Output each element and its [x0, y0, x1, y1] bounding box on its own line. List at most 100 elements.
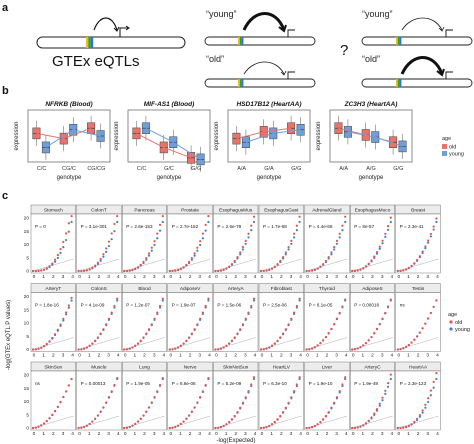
qq-point-old [281, 411, 285, 414]
qq-point-old [333, 322, 336, 326]
qq-point-old [344, 215, 347, 218]
qq-point-old [123, 348, 126, 351]
facet-pvalue: P = 2.6e-153 [126, 224, 153, 229]
qq-point-old [319, 265, 322, 268]
x-tick-label: 2 [98, 353, 101, 359]
facet-panel [304, 292, 350, 352]
genotype-tick: G/G [291, 166, 301, 172]
qq-point-old [168, 348, 171, 351]
qq-point-old [96, 414, 99, 417]
facet-panel [213, 292, 259, 352]
facet-panel [304, 370, 350, 431]
qq-point-young [432, 386, 435, 389]
qq-point-old [233, 336, 236, 339]
qq-point-old [389, 216, 392, 219]
qq-point-old [196, 323, 199, 326]
qq-point-young [193, 254, 196, 257]
reference-line [124, 258, 165, 272]
qq-point-young [158, 306, 162, 309]
snp-mark [88, 37, 91, 48]
panel-c-ylabel: -log(GTEx eQTL P values) [6, 300, 12, 370]
qq-point-old [316, 344, 319, 347]
qq-point-old [88, 344, 91, 347]
boxplot-ylabel: expression [14, 121, 20, 150]
qq-point-old [413, 262, 416, 265]
facet-pvalue: P = 2.6e-78 [217, 224, 241, 229]
qq-point-old [270, 423, 274, 426]
snp-mark [238, 79, 240, 87]
facet-title: Muscle [91, 364, 107, 370]
reference-line [169, 415, 211, 429]
x-tick-label: 4 [254, 353, 257, 359]
facet-title: EsophagusMus [219, 207, 253, 213]
qq-point-old [344, 376, 347, 379]
facet-pvalue: P = 0.00013 [81, 381, 106, 386]
qq-point-old [239, 328, 242, 331]
qq-point-old [161, 297, 164, 300]
x-tick-label: 2 [326, 274, 329, 280]
snp-mark [239, 37, 242, 45]
qq-point-young [59, 251, 62, 255]
facet-panel [121, 213, 167, 274]
qq-point-old [273, 265, 276, 268]
x-tick-label: 2 [52, 431, 55, 437]
qq-point-old [427, 317, 430, 320]
qq-point-old [48, 417, 51, 420]
qq-point-old [418, 413, 421, 417]
qq-point-old [116, 377, 119, 380]
qq-point-old [287, 401, 290, 404]
x-tick-label: 0 [33, 274, 36, 280]
qq-point-old [284, 406, 287, 409]
x-tick-label: 2 [189, 274, 192, 280]
facet-pvalue: P = 6.1e-05 [309, 303, 333, 308]
qq-point-old [239, 251, 242, 254]
x-tick-label: 4 [436, 274, 439, 280]
qq-point-young [250, 229, 253, 232]
x-tick-label: 1 [225, 274, 228, 280]
trend-line-young [245, 129, 301, 143]
qq-point-old [40, 269, 43, 272]
qq-point-old [48, 340, 51, 343]
qq-point-old [313, 424, 316, 428]
qq-point-old [290, 317, 293, 320]
qq-point-old [70, 215, 73, 218]
qq-point-old [353, 269, 357, 272]
qq-point-old [80, 269, 83, 273]
qq-point-young [384, 392, 387, 395]
qq-point-old [308, 269, 311, 273]
trend-line-young [145, 127, 201, 160]
panel-c-letter: c [2, 190, 8, 202]
qq-point-young [67, 306, 70, 309]
facet-pvalue: P = 6.8e-06 [172, 381, 196, 386]
qq-point-old [96, 261, 99, 264]
x-tick-label: 4 [71, 274, 74, 280]
x-tick-label: 2 [371, 431, 374, 437]
y-tick-label: 0 [26, 269, 29, 275]
qq-point-old [59, 323, 62, 326]
x-tick-label: 1 [179, 431, 182, 437]
reference-line [78, 258, 120, 272]
qq-point-old [351, 426, 354, 430]
qq-point-young [335, 242, 339, 245]
x-tick-label: 4 [345, 353, 348, 359]
y-tick-label: 15 [24, 229, 30, 235]
x-tick-label: 2 [417, 274, 420, 280]
qq-point-old [324, 335, 327, 339]
x-tick-label: 0 [78, 274, 81, 280]
qq-point-old [88, 422, 91, 425]
qq-point-old [424, 403, 427, 406]
qq-point-old [424, 322, 427, 325]
qq-point-young [378, 247, 381, 250]
x-tick-label: 2 [143, 274, 146, 280]
snp-mark [90, 37, 94, 48]
qq-point-young [207, 220, 210, 224]
facet-panel [258, 213, 304, 274]
facet-panel [213, 213, 259, 274]
qq-point-old [105, 323, 108, 326]
qq-point-old [341, 305, 344, 308]
qq-point-old [295, 304, 298, 308]
qq-point-old [136, 266, 140, 269]
qq-point-old [284, 328, 287, 331]
qq-point-old [335, 317, 339, 320]
legend-label-old: old [449, 145, 456, 151]
